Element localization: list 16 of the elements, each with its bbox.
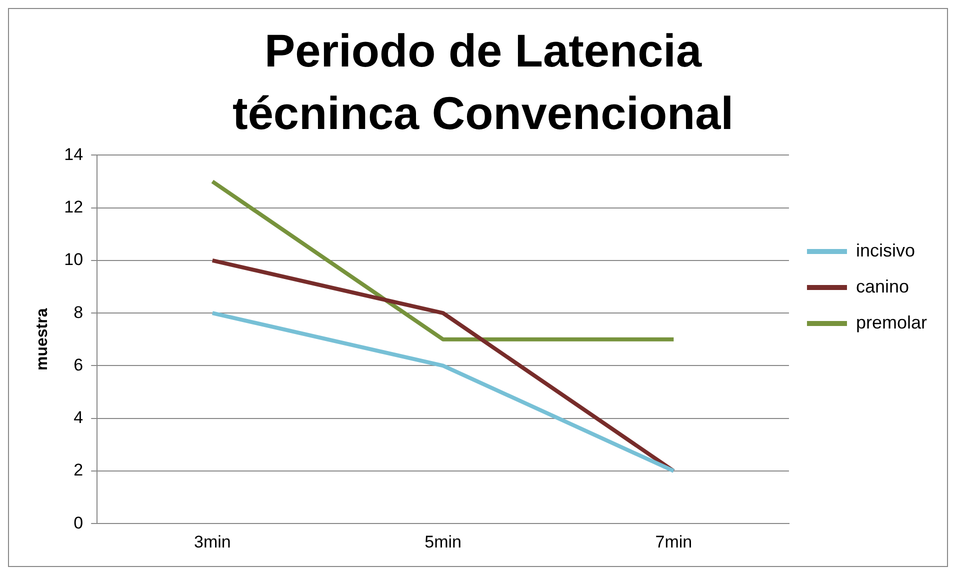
y-tick-label: 0 [74, 513, 84, 532]
legend-label: premolar [856, 312, 928, 332]
legend-label: canino [856, 276, 910, 296]
y-tick-label: 12 [64, 198, 84, 217]
y-tick-label: 14 [64, 144, 84, 164]
x-tick-label: 3min [194, 532, 231, 552]
chart-title: Periodo de Latencia técninca Convencional [232, 24, 734, 139]
y-tick-label: 6 [74, 355, 84, 374]
legend-label: incisivo [856, 240, 916, 260]
y-tick-label: 8 [74, 302, 84, 322]
x-tick-label: 7min [655, 532, 692, 552]
y-tick-label: 10 [64, 250, 84, 270]
y-axis-title: muestra [34, 308, 52, 371]
x-tick-label: 5min [424, 532, 462, 552]
y-tick-label: 4 [74, 408, 84, 428]
y-tick-label: 2 [74, 460, 84, 480]
